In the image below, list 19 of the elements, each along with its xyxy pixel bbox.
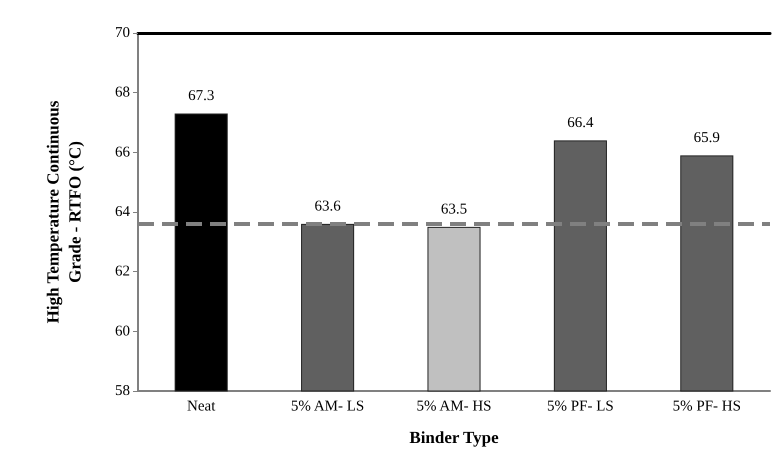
data-label: 63.5: [440, 201, 468, 218]
y-tick-label: 70: [115, 25, 130, 41]
x-tick-label: Neat: [187, 398, 216, 414]
x-tick-label: 5% PF- HS: [672, 398, 741, 414]
y-axis-title: High Temperature Continuous Grade - RTFO (°C): [44, 100, 84, 324]
data-label: 65.9: [694, 130, 720, 146]
data-label: 66.4: [567, 114, 594, 131]
data-label: 63.6: [314, 198, 342, 214]
y-tick-label: 66: [115, 144, 130, 160]
y-tick-label: 60: [115, 323, 130, 340]
x-tick-label: 5% PF- LS: [547, 398, 614, 414]
y-tick-label: 62: [115, 264, 130, 280]
x-tick-label: 5% AM- LS: [290, 398, 364, 414]
y-tick-label: 64: [115, 204, 130, 220]
y-tick-label: 58: [115, 383, 130, 399]
x-tick-label: 5% AM- HS: [416, 398, 492, 414]
y-tick-label: 68: [115, 84, 130, 101]
data-label: 67.3: [188, 88, 214, 104]
x-axis-title: Binder Type: [409, 428, 500, 447]
